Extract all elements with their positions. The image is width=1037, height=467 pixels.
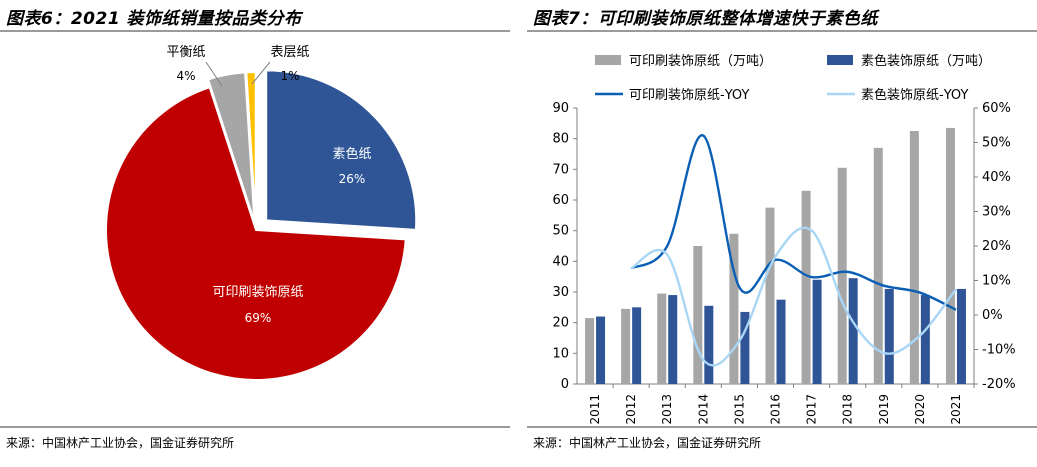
pie-leader-line [205,61,223,87]
bar-solid [920,295,930,384]
bar-solid [812,279,822,384]
bar-printable [909,131,919,384]
y-left-tick-label: 30 [552,285,569,300]
pie-label-percent: 69% [245,311,272,325]
x-tick-label: 2020 [913,394,927,425]
pie-slice-可印刷装饰原纸 [105,86,407,381]
legend-swatch [827,55,853,65]
x-tick-label: 2021 [949,394,963,425]
bar-solid [704,305,714,384]
pie-slice-表层纸 [245,71,257,223]
bar-solid [632,307,642,384]
x-tick-label: 2011 [588,394,602,425]
x-tick-label: 2016 [769,394,783,425]
y-left-tick-label: 10 [552,346,569,361]
y-left-tick-label: 90 [552,101,569,116]
pie-label-name: 素色纸 [332,146,371,162]
x-tick-label: 2012 [624,394,638,425]
y-right-tick-label: 30% [982,205,1011,220]
bar-printable [873,147,883,384]
bar-solid [776,299,786,384]
legend-swatch [595,55,621,65]
bar-printable [693,246,703,384]
x-tick-label: 2013 [660,394,674,425]
combo-source-note: 来源：中国林产工业协会，国金证券研究所 [533,436,762,450]
combo-chart: 0 10 20 30 40 50 60 70 80 90 -20% -10% 0% 10% 20% 30% 40… [552,53,1016,425]
bar-printable [945,127,955,384]
legend-label: 可印刷装饰原纸-YOY [629,88,749,103]
y-left-tick-label: 60 [552,193,569,208]
pie-chart-title: 图表6：2021 装饰纸销量按品类分布 [6,9,302,29]
bar-solid [668,295,678,384]
pie-label-name: 平衡纸 [166,45,205,60]
y-left-tick-label: 70 [552,162,569,177]
bar-printable [657,293,667,384]
title-divider [527,30,1037,32]
title-divider [0,30,510,32]
bar-solid [740,311,750,384]
bar-printable [837,167,847,384]
line-solid-yoy [630,226,957,367]
legend-label: 素色装饰原纸-YOY [861,87,968,103]
bar-solid [956,288,966,384]
bar-printable [585,318,595,384]
pie-slice-素色纸 [265,69,418,231]
y-right-tick-label: 50% [982,136,1011,151]
x-tick-label: 2018 [841,394,855,425]
pie-panel: 图表6：2021 装饰纸销量按品类分布 素色纸 26% 可印刷装饰原纸 69% 平衡纸 4… [0,0,510,467]
pie-label-percent: 4% [176,69,195,83]
y-right-tick-label: 40% [982,170,1011,185]
line-printable-yoy [630,134,957,311]
y-left-tick-label: 40 [552,254,569,269]
legend-label: 素色装饰原纸（万吨） [861,53,991,69]
pie-label-name: 可印刷装饰原纸 [212,285,303,300]
pie-label-percent: 1% [280,69,299,83]
legend-label: 可印刷装饰原纸（万吨） [629,54,772,69]
x-tick-label: 2019 [877,394,891,425]
y-right-tick-label: 0% [982,308,1003,323]
bar-printable [729,233,739,384]
y-left-tick-label: 80 [552,132,569,147]
y-right-tick-label: 20% [982,239,1011,254]
pie-slice-平衡纸 [206,71,256,223]
y-left-tick-label: 50 [552,224,569,239]
pie-chart: 素色纸 26% 可印刷装饰原纸 69% 平衡纸 4% 表层纸 1% [105,45,418,381]
bar-printable [765,207,775,384]
y-left-tick-label: 0 [561,377,569,392]
bar-printable [621,308,631,384]
pie-leader-line [251,61,271,85]
source-divider [527,426,1037,428]
y-right-tick-label: -10% [982,343,1016,358]
combo-chart-title: 图表7：可印刷装饰原纸整体增速快于素色纸 [533,9,878,29]
x-tick-label: 2014 [696,394,710,425]
pie-label-percent: 26% [339,172,366,186]
y-right-tick-label: 60% [982,101,1011,116]
x-tick-label: 2015 [732,394,746,425]
bar-solid [884,288,894,384]
y-left-tick-label: 20 [552,316,569,331]
x-tick-label: 2017 [805,394,819,425]
pie-source-note: 来源：中国林产工业协会，国金证券研究所 [6,436,235,450]
y-right-tick-label: 10% [982,274,1011,289]
bar-solid [596,316,606,384]
pie-label-name: 表层纸 [270,45,309,60]
bar-printable [801,190,811,384]
y-right-tick-label: -20% [982,377,1016,392]
source-divider [0,426,510,428]
combo-panel: 图表7：可印刷装饰原纸整体增速快于素色纸 0 10 20 30 40 50 60 70 80 90… [527,0,1037,467]
bar-solid [848,278,858,384]
